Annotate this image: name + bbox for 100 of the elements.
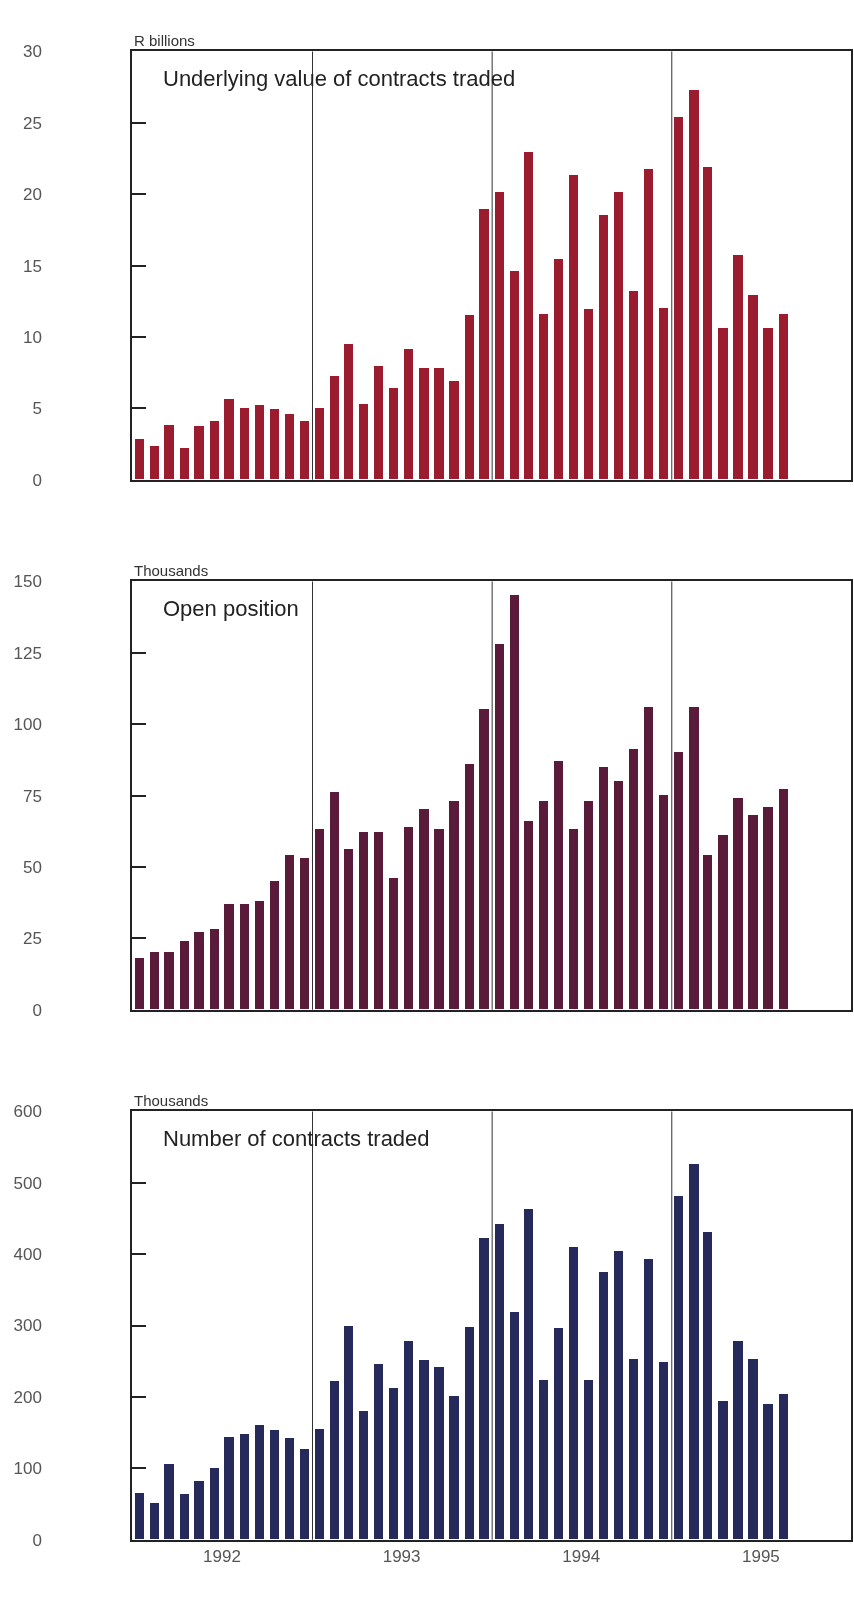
bar	[733, 1341, 744, 1540]
bar	[419, 1360, 430, 1540]
x-tick-label: 1995	[741, 1547, 780, 1567]
bar	[569, 829, 579, 1010]
bar	[733, 798, 744, 1010]
bar	[270, 409, 280, 480]
bar	[718, 328, 729, 480]
bar	[659, 1362, 669, 1540]
bar	[150, 1503, 160, 1540]
bar	[449, 1396, 460, 1540]
bar	[150, 952, 160, 1010]
bar	[510, 1312, 520, 1540]
bar	[150, 446, 160, 480]
bar	[554, 761, 564, 1010]
y-tick-label: 0	[32, 470, 42, 490]
bar	[748, 1359, 759, 1540]
bar	[210, 421, 220, 480]
bar	[359, 1411, 369, 1540]
bar	[763, 328, 774, 480]
bar	[210, 1468, 220, 1540]
bar	[389, 878, 399, 1010]
bar	[465, 764, 475, 1010]
bar	[614, 1251, 624, 1540]
bar	[718, 835, 729, 1010]
bar	[718, 1401, 729, 1540]
y-tick-label: 600	[13, 1102, 42, 1122]
bar	[584, 309, 594, 480]
bar	[255, 405, 265, 480]
bar	[255, 901, 265, 1010]
bar	[194, 426, 205, 480]
bar	[479, 209, 490, 480]
y-tick-label: 100	[13, 1459, 42, 1479]
bar	[180, 941, 190, 1010]
y-tick-label: 20	[23, 185, 42, 205]
bar	[614, 192, 624, 480]
y-tick-label: 5	[32, 399, 42, 419]
bar	[495, 192, 505, 480]
bar	[703, 855, 713, 1010]
bar	[554, 259, 564, 480]
bar	[674, 752, 684, 1010]
y-tick-label: 50	[23, 857, 42, 877]
bar	[674, 1196, 684, 1540]
bar	[465, 1327, 475, 1540]
y-tick-label: 25	[23, 113, 42, 133]
bar	[524, 152, 534, 480]
text: Open position	[163, 596, 299, 621]
bar	[270, 881, 280, 1010]
y-tick-label: 0	[32, 1000, 42, 1020]
y-tick-label: 100	[13, 715, 42, 735]
bar	[584, 1380, 594, 1540]
bar	[344, 1326, 354, 1540]
bar	[135, 958, 145, 1010]
y-tick-label: 200	[13, 1387, 42, 1407]
y-tick-label: 125	[13, 643, 42, 663]
bar	[689, 707, 700, 1010]
y-tick-label: 400	[13, 1245, 42, 1265]
bar	[315, 408, 325, 480]
bar	[315, 1429, 325, 1540]
bar	[180, 448, 190, 480]
bar	[703, 167, 713, 480]
bar	[359, 832, 369, 1010]
bar	[419, 368, 430, 480]
bar	[449, 381, 460, 480]
bar	[524, 1209, 534, 1540]
bar	[344, 344, 354, 480]
x-tick-label: 1992	[203, 1547, 241, 1567]
bar	[495, 644, 505, 1010]
bar	[434, 1367, 445, 1540]
bar	[240, 904, 250, 1010]
bar	[614, 781, 624, 1010]
bar	[135, 1493, 145, 1540]
bar	[404, 827, 414, 1010]
y-tick-label: 25	[23, 929, 42, 949]
y-tick-label: 500	[13, 1173, 42, 1193]
bar	[510, 595, 520, 1010]
bar	[465, 315, 475, 480]
bar	[330, 1381, 340, 1540]
bar	[180, 1494, 190, 1540]
bar	[539, 1380, 549, 1540]
bar	[779, 314, 789, 480]
bar	[285, 1438, 295, 1540]
bar	[434, 829, 445, 1010]
bar	[479, 1238, 490, 1540]
bar	[359, 404, 369, 480]
y-tick-label: 15	[23, 256, 42, 276]
bar	[374, 832, 384, 1010]
bar	[285, 855, 295, 1010]
bar	[449, 801, 460, 1010]
bar	[599, 767, 609, 1010]
bar	[300, 1449, 310, 1540]
bar	[689, 90, 700, 480]
bar	[539, 801, 549, 1010]
bar	[344, 849, 354, 1010]
bar	[763, 807, 774, 1010]
bar	[539, 314, 549, 480]
bar	[164, 1464, 175, 1540]
bar	[779, 789, 789, 1010]
bar	[374, 1364, 384, 1540]
bar	[569, 1247, 579, 1540]
bar	[374, 366, 384, 480]
